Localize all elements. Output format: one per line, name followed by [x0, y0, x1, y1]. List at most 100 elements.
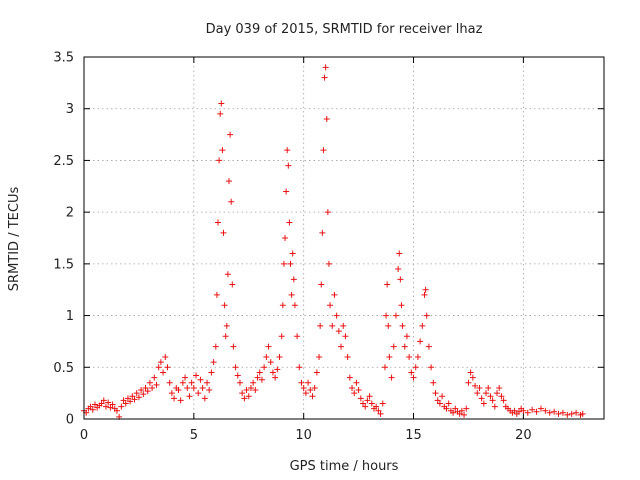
data-point — [353, 379, 360, 386]
data-point — [485, 384, 492, 391]
plot-frame — [83, 56, 605, 420]
data-point — [222, 333, 229, 340]
data-point — [318, 281, 325, 288]
data-point — [284, 147, 291, 154]
data-point — [564, 411, 571, 418]
data-point — [307, 387, 314, 394]
data-point — [142, 384, 149, 391]
data-point — [452, 405, 459, 412]
data-point — [329, 322, 336, 329]
data-point — [113, 407, 120, 414]
data-point — [230, 343, 237, 350]
data-point — [190, 384, 197, 391]
data-point — [384, 281, 391, 288]
data-point — [331, 291, 338, 298]
data-point — [395, 266, 402, 273]
data-point — [390, 343, 397, 350]
data-point — [298, 379, 305, 386]
data-point — [177, 397, 184, 404]
data-point — [321, 74, 328, 81]
data-point — [319, 229, 326, 236]
data-point — [573, 409, 580, 416]
x-tick-label: 15 — [405, 428, 422, 443]
data-point — [133, 390, 140, 397]
data-point — [434, 397, 441, 404]
data-point — [511, 407, 518, 414]
data-point — [311, 384, 318, 391]
data-point — [422, 286, 429, 293]
data-point — [91, 401, 98, 408]
data-point — [278, 333, 285, 340]
data-point — [458, 407, 465, 414]
data-point — [414, 353, 421, 360]
data-point — [197, 376, 204, 383]
data-point — [421, 291, 428, 298]
data-point — [124, 395, 131, 402]
data-point — [373, 403, 380, 410]
data-point — [338, 343, 345, 350]
y-tick-label: 1.5 — [53, 257, 74, 272]
data-point — [258, 376, 265, 383]
data-point — [157, 359, 164, 366]
data-point — [377, 410, 384, 417]
data-point — [355, 387, 362, 394]
data-point — [430, 379, 437, 386]
data-point — [122, 400, 129, 407]
data-point — [250, 379, 257, 386]
data-point — [182, 374, 189, 381]
data-point — [323, 116, 330, 123]
y-tick-label: 0.5 — [53, 361, 74, 376]
data-point — [342, 333, 349, 340]
data-point — [206, 387, 213, 394]
data-point — [229, 281, 236, 288]
data-point — [212, 343, 219, 350]
data-point — [439, 393, 446, 400]
data-point — [399, 322, 406, 329]
data-point — [252, 387, 259, 394]
data-point — [469, 374, 476, 381]
y-tick-label: 3 — [66, 102, 74, 117]
data-point — [208, 369, 215, 376]
data-point — [294, 333, 301, 340]
data-point — [146, 379, 153, 386]
data-point — [419, 322, 426, 329]
data-point — [478, 395, 485, 402]
data-point — [396, 250, 403, 257]
data-point — [199, 384, 206, 391]
y-tick-label: 0 — [66, 413, 74, 428]
data-point — [533, 408, 540, 415]
data-point — [144, 388, 151, 395]
data-point — [153, 381, 160, 388]
data-points — [81, 64, 586, 420]
data-point — [423, 312, 430, 319]
data-point — [364, 397, 371, 404]
data-point — [568, 410, 575, 417]
data-point — [494, 390, 501, 397]
data-point — [280, 260, 287, 267]
grid-lines — [84, 57, 604, 419]
data-point — [325, 260, 332, 267]
data-point — [291, 302, 298, 309]
data-point — [474, 390, 481, 397]
data-point — [456, 410, 463, 417]
data-point — [302, 390, 309, 397]
data-point — [87, 403, 94, 410]
data-point — [285, 162, 292, 169]
data-point — [320, 147, 327, 154]
data-point — [287, 260, 294, 267]
data-point — [236, 379, 243, 386]
data-point — [216, 157, 223, 164]
data-point — [296, 364, 303, 371]
data-point — [186, 393, 193, 400]
data-point — [412, 364, 419, 371]
data-point — [480, 400, 487, 407]
data-point — [537, 405, 544, 412]
data-point — [379, 400, 386, 407]
x-tick-label: 5 — [190, 428, 198, 443]
y-tick-label: 1 — [66, 309, 74, 324]
data-point — [305, 379, 312, 386]
data-point — [496, 384, 503, 391]
data-point — [282, 235, 289, 241]
data-point — [118, 403, 125, 410]
data-point — [241, 395, 248, 402]
